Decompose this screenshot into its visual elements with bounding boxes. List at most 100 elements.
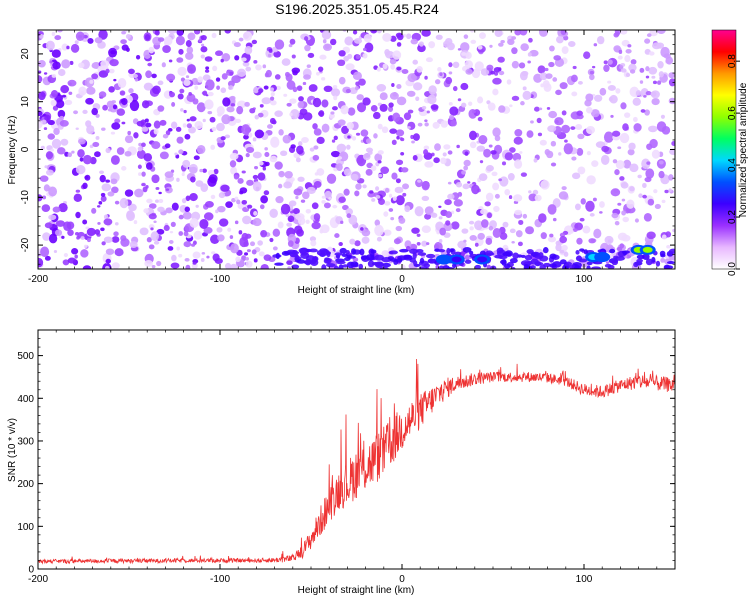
spectrogram-cell xyxy=(233,42,241,48)
spectrogram-cell xyxy=(38,194,43,202)
spectrogram-cell xyxy=(221,114,231,125)
spectrogram-cell xyxy=(438,238,443,244)
spectrogram-cell xyxy=(375,194,381,199)
spectrogram-cell xyxy=(148,203,157,209)
spectrogram-cell xyxy=(520,254,526,258)
spectrogram-hotspot xyxy=(438,256,449,263)
spectrogram-cell xyxy=(494,72,499,76)
spectrogram-cell xyxy=(629,163,639,173)
spectrogram-cell xyxy=(416,66,423,73)
spectrogram-x-label: Height of straight line (km) xyxy=(298,285,415,296)
spectrogram-cell xyxy=(412,252,417,260)
spectrogram-cell xyxy=(114,222,119,226)
spectrogram-cell xyxy=(210,234,220,245)
spectrogram-cell xyxy=(299,108,308,116)
spectrogram-cell xyxy=(203,227,213,234)
spectrogram-cell xyxy=(364,42,374,53)
colorbar-scale xyxy=(711,29,737,270)
spectrogram-cell xyxy=(442,222,453,232)
spectrogram-cell xyxy=(592,197,597,202)
spectrogram-cell xyxy=(621,250,631,254)
spectrogram-cell xyxy=(372,111,381,120)
spectrogram-cell xyxy=(190,176,196,183)
spectrogram-cell xyxy=(86,237,91,243)
spectrogram-cell xyxy=(67,257,77,264)
spectrogram-cell xyxy=(615,160,625,170)
spectrogram-cell xyxy=(620,102,627,110)
spectrogram-cell xyxy=(165,207,173,214)
spectrogram-cell xyxy=(494,254,503,259)
spectrogram-cell xyxy=(175,154,180,159)
spectrogram-cell xyxy=(492,127,501,138)
spectrogram-cell xyxy=(61,94,67,98)
spectrogram-cell xyxy=(522,86,527,91)
spectrogram-cell xyxy=(101,127,106,131)
spectrogram-cell xyxy=(424,213,432,220)
spectrogram-cell xyxy=(272,228,281,237)
spectrogram-cell xyxy=(241,232,249,241)
spectrogram-cell xyxy=(589,70,595,75)
spectrogram-cell xyxy=(424,122,429,127)
spectrogram-cell xyxy=(186,46,194,55)
spectrogram-cell xyxy=(76,235,80,240)
spectrogram-cell xyxy=(407,109,414,114)
spectrogram-cell xyxy=(174,152,178,156)
spectrogram-cell xyxy=(424,75,428,80)
spectrogram-cell xyxy=(533,158,538,163)
spectrogram-cell xyxy=(341,253,348,258)
spectrogram-cell xyxy=(354,240,361,247)
spectrogram-cell xyxy=(245,152,250,158)
spectrogram-cell xyxy=(234,220,239,225)
spectrogram-cell xyxy=(512,252,519,259)
spectrogram-cell xyxy=(421,240,428,247)
spectrogram-cell xyxy=(540,179,550,190)
spectrogram-cell xyxy=(561,46,569,55)
spectrogram-cell xyxy=(322,39,327,44)
spectrogram-cell xyxy=(309,147,315,152)
spectrogram-cell xyxy=(258,161,264,166)
spectrogram-cell xyxy=(241,57,247,62)
spectrogram-cell xyxy=(77,149,85,158)
spectrogram-cell xyxy=(457,48,462,51)
spectrogram-cell xyxy=(295,157,301,163)
spectrogram-cell xyxy=(39,34,44,39)
spectrogram-cell xyxy=(217,112,222,117)
spectrogram-cell xyxy=(423,149,429,156)
spectrogram-cell xyxy=(297,176,305,182)
spectrogram-cell xyxy=(513,159,523,169)
spectrogram-cell xyxy=(274,74,281,80)
spectrogram-cell xyxy=(452,61,460,69)
spectrogram-cell xyxy=(168,59,173,63)
spectrogram-cell xyxy=(321,264,327,269)
spectrogram-cell xyxy=(113,78,117,82)
spectrogram-cell xyxy=(202,74,211,82)
spectrogram-cell xyxy=(153,220,157,224)
spectrogram-cell xyxy=(95,136,100,140)
spectrogram-cell xyxy=(374,219,381,227)
spectrogram-cell xyxy=(227,227,232,232)
spectrogram-cell xyxy=(71,248,79,255)
snr-y-tick-label: 500 xyxy=(17,351,34,362)
spectrogram-cell xyxy=(201,252,206,255)
spectrogram-cell xyxy=(646,33,652,38)
spectrogram-cell xyxy=(220,136,226,141)
spectrogram-cell xyxy=(146,198,153,204)
spectrogram-cell xyxy=(212,65,218,72)
spectrogram-cell xyxy=(648,66,658,75)
spectrogram-cell xyxy=(629,186,635,192)
spectrogram-cell xyxy=(406,90,416,97)
spectrogram-cell xyxy=(497,56,505,63)
spectrogram-cell xyxy=(519,30,528,36)
spectrogram-cell xyxy=(447,181,452,185)
spectrogram-cell xyxy=(485,165,494,172)
spectrogram-cell xyxy=(421,225,431,234)
spectrogram-cell xyxy=(476,145,486,152)
spectrogram-cell xyxy=(388,106,394,112)
spectrogram-cell xyxy=(280,203,291,215)
spectrogram-cell xyxy=(398,217,406,224)
spectrogram-cell xyxy=(259,204,265,210)
spectrogram-cell xyxy=(502,221,509,228)
spectrogram-cell xyxy=(462,247,472,253)
spectrogram-cell xyxy=(298,216,306,226)
spectrogram-cell xyxy=(317,66,324,72)
